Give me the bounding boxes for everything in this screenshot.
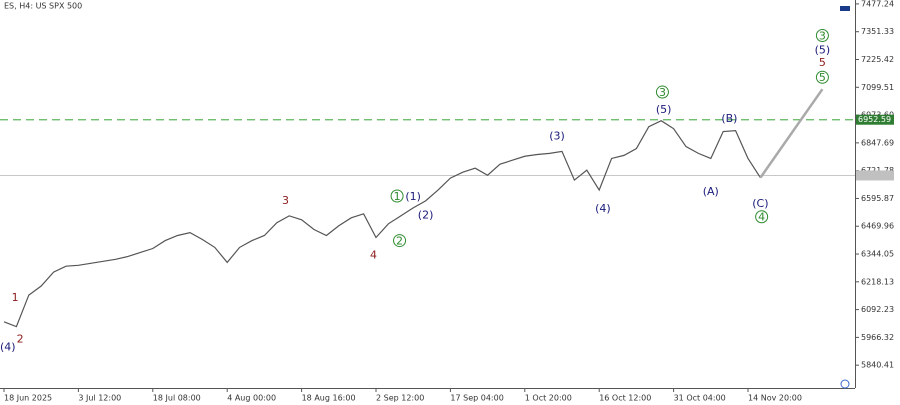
wave-label: 3: [819, 30, 826, 43]
x-tick-label: 18 Jul 08:00: [153, 394, 201, 403]
wave-label: (5): [815, 43, 831, 56]
price-line: [3, 120, 761, 328]
wave-circle: [655, 85, 669, 99]
wave-label: 5: [819, 71, 826, 84]
hat-icon[interactable]: [840, 6, 850, 11]
wave-label: 1: [394, 190, 401, 203]
wave-label: (4): [0, 341, 16, 354]
y-tick-label: 6344.05: [861, 250, 894, 259]
wave-label: (C): [752, 197, 768, 210]
wave-label: 2: [396, 235, 403, 248]
chart-title: ES, H4: US SPX 500: [4, 2, 82, 11]
x-tick-label: 2 Sep 12:00: [376, 394, 424, 403]
y-tick-label: 7099.51: [861, 83, 894, 92]
icon[interactable]: [840, 6, 850, 11]
wave-circle: [755, 210, 769, 224]
wave-label: (5): [656, 103, 672, 116]
wave-circle: [393, 234, 407, 248]
current-price-box: [856, 170, 894, 181]
y-tick-label: 7477.24: [861, 0, 894, 8]
level-label: 6952.59: [858, 115, 891, 124]
wave-label: 3: [659, 86, 666, 99]
x-tick-label: 4 Aug 00:00: [227, 394, 276, 403]
wave-label: 2: [17, 333, 24, 346]
wave-circle: [815, 29, 829, 43]
wave-label: 4: [758, 211, 765, 224]
wave-label: 3: [282, 194, 289, 207]
x-tick-label: 18 Aug 16:00: [302, 394, 356, 403]
x-tick-label: 31 Oct 04:00: [674, 394, 726, 403]
x-tick-label: 17 Sep 04:00: [450, 394, 503, 403]
y-tick-label: 6218.13: [861, 277, 894, 286]
x-tick-label: 3 Jul 12:00: [78, 394, 121, 403]
wave-label: 1: [12, 291, 19, 304]
wave-circle: [390, 189, 404, 203]
wave-label: (A): [703, 185, 719, 198]
settings-icon[interactable]: [840, 379, 850, 389]
level-box: [856, 114, 894, 125]
wave-label: (4): [595, 202, 611, 215]
projection-line: [759, 88, 824, 179]
y-tick-label: 7351.33: [861, 27, 894, 36]
x-tick-label: 14 Nov 20:00: [748, 394, 802, 403]
x-tick-label: 1 Oct 20:00: [525, 394, 572, 403]
wave-label: 4: [370, 248, 377, 261]
y-tick-label: 6595.87: [861, 194, 894, 203]
wave-label: (2): [418, 209, 434, 222]
wave-circle: [815, 70, 829, 84]
wave-label: 5: [819, 56, 826, 69]
y-tick-label: 7225.42: [861, 55, 894, 64]
y-tick-label: 6847.69: [861, 138, 894, 147]
x-tick-label: 18 Jun 2025: [4, 394, 52, 403]
x-tick-label: 16 Oct 12:00: [599, 394, 651, 403]
wave-label: (3): [549, 130, 565, 143]
wave-label: (1): [405, 190, 421, 203]
y-tick-label: 6469.96: [861, 222, 894, 231]
y-tick-label: 5840.41: [861, 361, 894, 370]
y-tick-label: 6092.23: [861, 305, 894, 314]
y-tick-label: 5966.32: [861, 333, 894, 342]
wave-label: (B): [721, 112, 737, 125]
